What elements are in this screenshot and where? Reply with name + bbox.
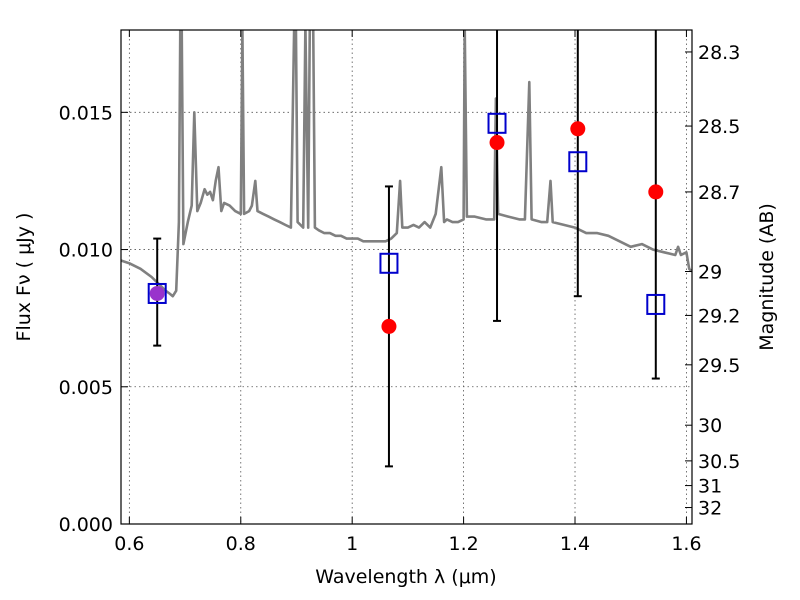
- mag-tick-label: 30: [698, 415, 722, 437]
- mag-tick-label: 29: [698, 262, 722, 284]
- observed-point: [648, 184, 664, 200]
- spectrum-line: [121, 30, 692, 298]
- observed-point: [570, 121, 586, 137]
- x-tick-label: 0.8: [226, 533, 256, 555]
- mag-tick-label: 28.7: [698, 182, 740, 204]
- model-point: [568, 151, 588, 173]
- mag-tick-label: 30.5: [698, 451, 740, 473]
- x-tick-label: 0.6: [114, 533, 144, 555]
- mag-tick-label: 28.5: [698, 116, 740, 138]
- right-axis-label: Magnitude (AB): [756, 203, 778, 351]
- y-tick-label: 0.000: [59, 514, 113, 536]
- x-tick-label: 1.2: [448, 533, 478, 555]
- mag-tick-label: 29.5: [698, 355, 740, 377]
- model-point: [379, 252, 399, 274]
- model-point: [487, 112, 507, 134]
- x-tick-label: 1.4: [560, 533, 590, 555]
- mag-tick-label: 29.2: [698, 305, 740, 327]
- observed-point: [489, 135, 505, 151]
- y-axis-label: Flux Fν ( μJy ): [13, 213, 35, 342]
- x-axis-label: Wavelength λ (μm): [315, 566, 496, 588]
- y-tick-label: 0.005: [59, 377, 113, 399]
- grid: [121, 30, 692, 525]
- plot-area: [121, 30, 692, 468]
- y-tick-label: 0.010: [59, 240, 113, 262]
- observed-point: [381, 318, 397, 334]
- observed-point: [149, 285, 165, 301]
- mag-tick-label: 31: [698, 476, 722, 498]
- mag-tick-label: 32: [698, 498, 722, 520]
- mag-tick-label: 28.3: [698, 42, 740, 64]
- x-tick-label: 1.6: [671, 533, 701, 555]
- x-tick-label: 1: [346, 533, 358, 555]
- ticks: 0.6 0.8 1 1.2 1.4 1.6 0.000 0.005 0.010 0.015 28.3…: [59, 30, 740, 555]
- plot-frame: [120, 29, 693, 525]
- y-tick-label: 0.015: [59, 102, 113, 124]
- model-point: [646, 293, 666, 315]
- model-point: [147, 282, 167, 304]
